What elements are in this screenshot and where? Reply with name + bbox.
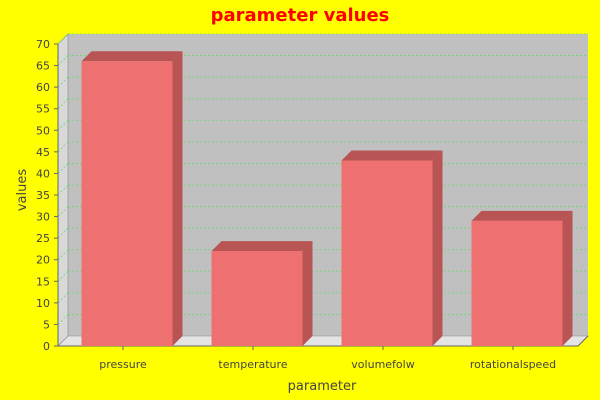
y-tick-label: 5 [43,318,50,331]
bar-front [471,220,563,346]
bar-pressure [81,51,183,346]
y-tick-label: 45 [36,146,50,159]
bar-temperature [211,241,313,346]
y-tick-label: 10 [36,297,50,310]
bar-rotationalspeed [471,210,573,346]
y-tick-label: 65 [36,60,50,73]
bar-front [211,251,303,346]
x-tick-label: volumefolw [351,358,414,371]
y-tick-label: 70 [36,38,50,51]
y-tick-label: 55 [36,103,50,116]
y-tick-label: 35 [36,189,50,202]
y-tick-label: 40 [36,167,50,180]
y-tick-label: 30 [36,211,50,224]
x-axis-edge [577,335,589,347]
y-tick-label: 50 [36,124,50,137]
y-tick-label: 15 [36,275,50,288]
y-tick-label: 20 [36,254,50,267]
bar-top [341,150,443,161]
x-axis-label: parameter [288,379,357,394]
y-tick-label: 60 [36,81,50,94]
x-tick-label: pressure [99,358,147,371]
bar-side [432,150,443,346]
bar-top [81,51,183,62]
bar-side [562,210,573,346]
x-tick-label: rotationalspeed [470,358,556,371]
bar-top [471,210,573,221]
x-tick-label: temperature [218,358,287,371]
y-axis-label: values [15,169,30,212]
bar-front [81,61,173,346]
y-tick-label: 25 [36,232,50,245]
bar-side [172,51,183,346]
plot-left-wall [57,33,69,347]
bar-top [211,241,313,252]
bar-volumefolw [341,150,443,346]
bar-side [302,241,313,346]
bar-front [341,160,433,346]
plot-area: 0 5 10 15 20 25 30 35 40 45 50 55 60 65 70 pressure temp… [36,33,589,371]
y-tick-label: 0 [43,340,50,353]
chart-title: parameter values [211,5,390,26]
